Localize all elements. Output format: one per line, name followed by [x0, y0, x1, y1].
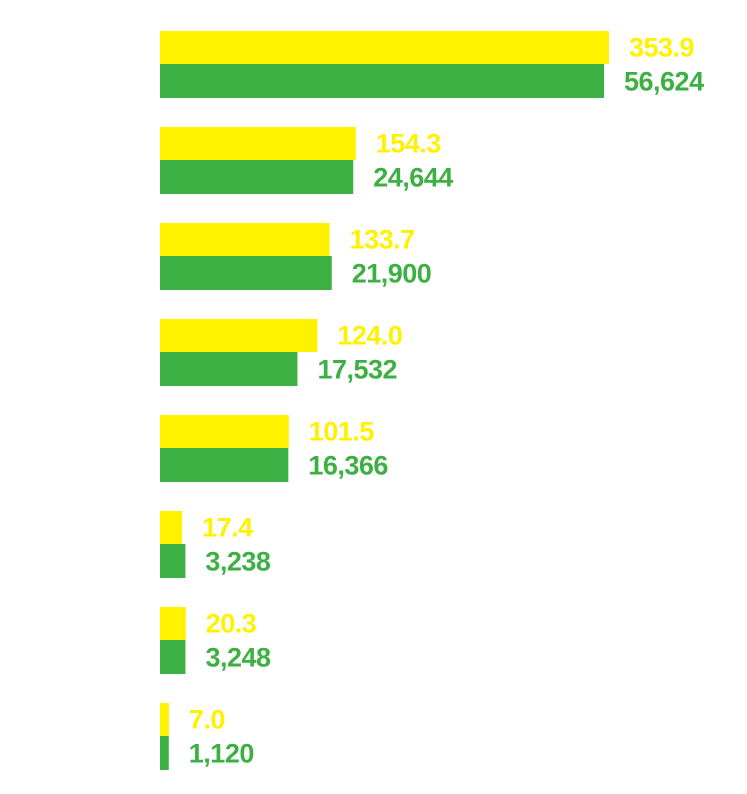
- bar-yellow-2: [160, 223, 330, 256]
- data-label-yellow-4: 101.5: [309, 417, 375, 447]
- data-label-green-5: 3,238: [205, 547, 271, 577]
- data-label-yellow-3: 124.0: [337, 321, 402, 351]
- bar-yellow-0: [160, 31, 609, 64]
- data-label-green-0: 56,624: [624, 67, 704, 97]
- data-label-green-7: 1,120: [189, 739, 254, 769]
- bar-yellow-5: [160, 511, 183, 544]
- bar-green-7: [160, 736, 169, 770]
- bar-green-1: [160, 160, 354, 194]
- bar-yellow-6: [160, 607, 186, 640]
- data-label-green-2: 21,900: [352, 259, 432, 289]
- bar-green-6: [160, 640, 186, 674]
- data-label-yellow-7: 7.0: [189, 705, 225, 735]
- bar-yellow-7: [160, 703, 169, 736]
- bar-green-0: [160, 64, 604, 98]
- bar-green-5: [160, 544, 186, 578]
- bar-green-3: [160, 352, 298, 386]
- data-label-green-1: 24,644: [373, 163, 453, 193]
- data-label-yellow-5: 17.4: [202, 513, 253, 543]
- bar-green-2: [160, 256, 332, 290]
- bar-green-4: [160, 448, 289, 482]
- bar-yellow-1: [160, 127, 356, 160]
- data-label-green-4: 16,366: [308, 451, 388, 481]
- data-label-yellow-6: 20.3: [206, 609, 257, 639]
- data-label-yellow-0: 353.9: [629, 33, 695, 63]
- data-label-yellow-2: 133.7: [350, 225, 415, 255]
- bar-yellow-4: [160, 415, 289, 448]
- data-label-green-6: 3,248: [205, 643, 271, 673]
- bar-yellow-3: [160, 319, 318, 352]
- data-label-yellow-1: 154.3: [376, 129, 442, 159]
- data-label-green-3: 17,532: [317, 355, 397, 385]
